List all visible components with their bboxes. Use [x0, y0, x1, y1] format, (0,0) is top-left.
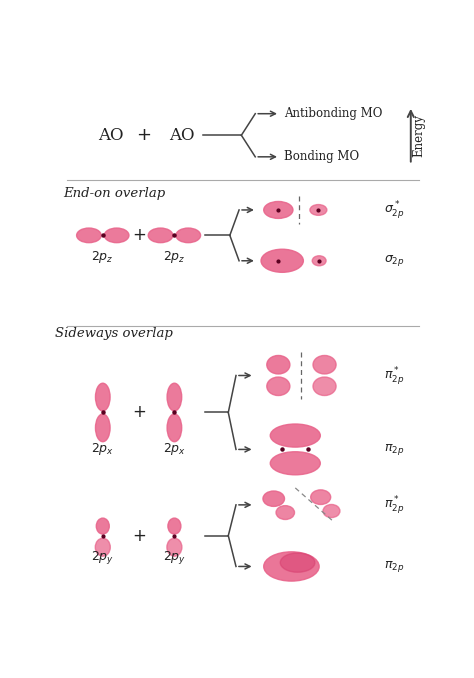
Ellipse shape — [280, 553, 315, 572]
Text: $2p_x$: $2p_x$ — [91, 441, 114, 458]
Ellipse shape — [310, 205, 327, 216]
Ellipse shape — [264, 552, 319, 581]
Text: $2p_z$: $2p_z$ — [163, 249, 186, 265]
Ellipse shape — [261, 250, 303, 273]
Text: AO: AO — [98, 127, 123, 144]
Ellipse shape — [95, 538, 110, 556]
Ellipse shape — [176, 228, 201, 243]
Text: +: + — [136, 126, 151, 144]
Ellipse shape — [95, 383, 110, 411]
Ellipse shape — [276, 506, 294, 519]
Text: Energy: Energy — [413, 114, 426, 157]
Ellipse shape — [77, 228, 101, 243]
Text: Bonding MO: Bonding MO — [284, 151, 359, 163]
Text: $2p_y$: $2p_y$ — [91, 549, 114, 565]
Ellipse shape — [264, 201, 293, 218]
Ellipse shape — [104, 228, 129, 243]
Ellipse shape — [313, 377, 336, 395]
Ellipse shape — [313, 355, 336, 374]
Text: End-on overlap: End-on overlap — [63, 186, 165, 199]
Text: Antibonding MO: Antibonding MO — [284, 107, 382, 120]
Text: $\pi_{2p}$: $\pi_{2p}$ — [384, 442, 404, 457]
Text: $\pi^*_{2p}$: $\pi^*_{2p}$ — [384, 365, 404, 386]
Ellipse shape — [310, 490, 331, 504]
Text: +: + — [132, 226, 146, 244]
Ellipse shape — [95, 414, 110, 442]
Text: +: + — [132, 403, 146, 422]
Ellipse shape — [323, 504, 340, 517]
Ellipse shape — [270, 452, 320, 475]
Ellipse shape — [267, 355, 290, 374]
Text: $\pi_{2p}$: $\pi_{2p}$ — [384, 559, 404, 574]
Ellipse shape — [167, 414, 182, 442]
Ellipse shape — [270, 424, 320, 447]
Text: $\sigma^*_{2p}$: $\sigma^*_{2p}$ — [384, 199, 404, 221]
Ellipse shape — [96, 518, 109, 534]
Text: $2p_z$: $2p_z$ — [91, 249, 114, 265]
Text: $2p_y$: $2p_y$ — [163, 549, 186, 565]
Ellipse shape — [263, 491, 284, 506]
Ellipse shape — [148, 228, 173, 243]
Text: $2p_x$: $2p_x$ — [163, 441, 186, 458]
Text: AO: AO — [169, 127, 195, 144]
Ellipse shape — [267, 377, 290, 395]
Ellipse shape — [167, 383, 182, 411]
Ellipse shape — [312, 256, 326, 266]
Ellipse shape — [168, 518, 181, 534]
Text: $\pi^*_{2p}$: $\pi^*_{2p}$ — [384, 494, 404, 516]
Text: +: + — [132, 527, 146, 544]
Text: Sideways overlap: Sideways overlap — [55, 327, 173, 340]
Ellipse shape — [167, 538, 182, 556]
Text: $\sigma_{2p}$: $\sigma_{2p}$ — [384, 254, 404, 268]
